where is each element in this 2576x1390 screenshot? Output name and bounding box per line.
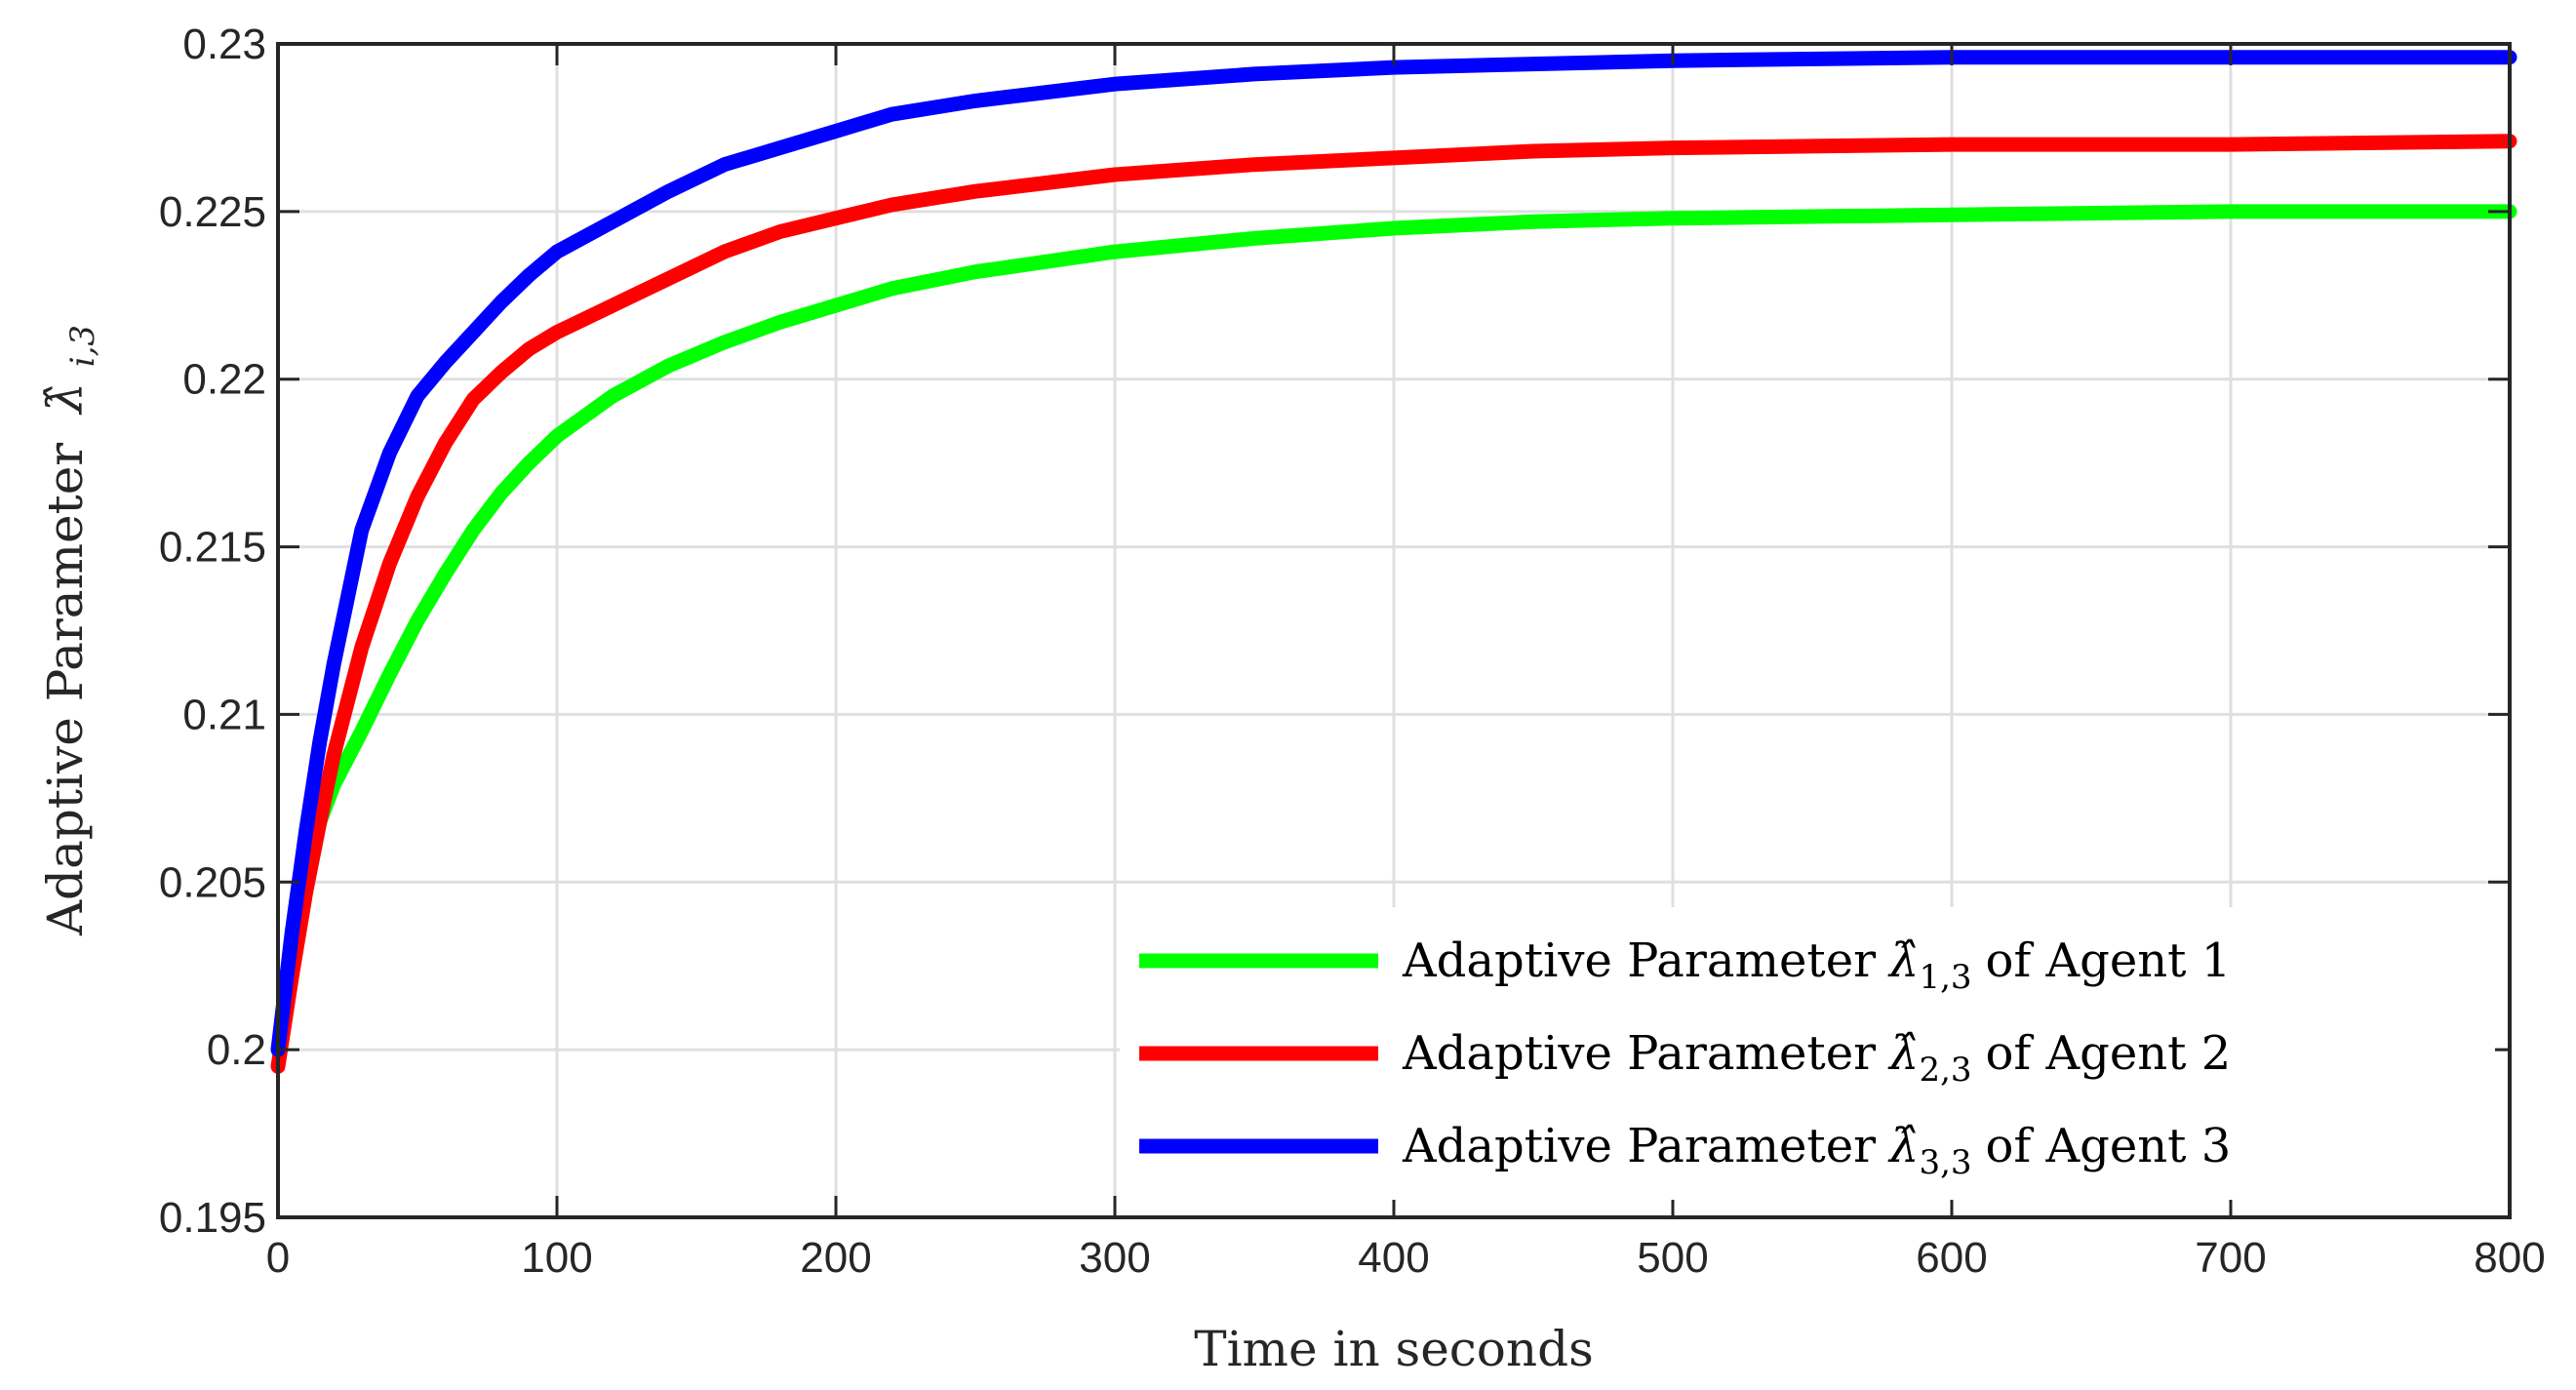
x-tick-label-6: 600 [1916, 1234, 1987, 1282]
legend-label-suffix: of Agent 3 [1986, 1119, 2232, 1173]
legend-label-suffix: of Agent 2 [1986, 1026, 2232, 1081]
y-tick-label-4: 0.215 [159, 524, 266, 572]
x-tick-label-3: 300 [1079, 1234, 1150, 1282]
legend-label-prefix: Adaptive Parameter [1402, 1119, 1876, 1173]
series-layer [270, 50, 2517, 1074]
legend-label-subscript: 2,3 [1919, 1051, 1971, 1090]
legend-label-prefix: Adaptive Parameter [1402, 1026, 1876, 1081]
legend-label-1: Adaptive Parameter λ̂1,3 of Agent 1 [1402, 933, 2231, 997]
legend-label-subscript: 3,3 [1919, 1143, 1971, 1182]
x-tick-label-8: 800 [2474, 1234, 2545, 1282]
y-tick-label-0: 0.195 [159, 1194, 266, 1242]
x-tick-label-5: 500 [1637, 1234, 1708, 1282]
y-axis-title-subscript: i,3 [63, 325, 102, 367]
tick-labels: 0 100 200 300 400 500 600 700 800 0.195 0.2 0.205 0.… [159, 20, 2546, 1282]
y-axis-title-prefix: Adaptive Parameter [37, 443, 94, 936]
legend-label-subscript: 1,3 [1919, 958, 1971, 997]
legend-label-symbol: λ̂ [1887, 933, 1919, 988]
x-tick-label-7: 700 [2195, 1234, 2266, 1282]
y-tick-label-7: 0.23 [182, 20, 266, 68]
y-tick-label-2: 0.205 [159, 858, 266, 906]
axes [276, 42, 2512, 1219]
y-tick-label-5: 0.22 [182, 356, 266, 404]
x-axis-title: Time in seconds [1194, 1321, 1594, 1377]
series-line-1 [270, 204, 2517, 1057]
y-tick-label-1: 0.2 [207, 1026, 266, 1074]
x-tick-label-4: 400 [1358, 1234, 1429, 1282]
series-line-3 [270, 50, 2517, 1057]
legend-label-3: Adaptive Parameter λ̂3,3 of Agent 3 [1402, 1119, 2231, 1182]
x-tick-label-1: 100 [521, 1234, 592, 1282]
legend-label-prefix: Adaptive Parameter [1402, 933, 1876, 988]
legend: Adaptive Parameter λ̂1,3 of Agent 1Adaptiv… [1120, 907, 2495, 1200]
x-tick-label-2: 200 [800, 1234, 871, 1282]
legend-label-2: Adaptive Parameter λ̂2,3 of Agent 2 [1402, 1026, 2231, 1090]
y-tick-label-6: 0.225 [159, 188, 266, 236]
y-axis-title: Adaptive Parameter λ̂ i,3 [37, 325, 102, 936]
y-tick-label-3: 0.21 [182, 691, 266, 738]
series-line-2 [270, 134, 2517, 1074]
legend-label-suffix: of Agent 1 [1986, 933, 2232, 988]
legend-label-symbol: λ̂ [1887, 1026, 1919, 1081]
legend-label-symbol: λ̂ [1887, 1119, 1919, 1173]
y-axis-title-symbol: λ̂ [37, 382, 94, 416]
x-tick-label-0: 0 [266, 1234, 290, 1282]
